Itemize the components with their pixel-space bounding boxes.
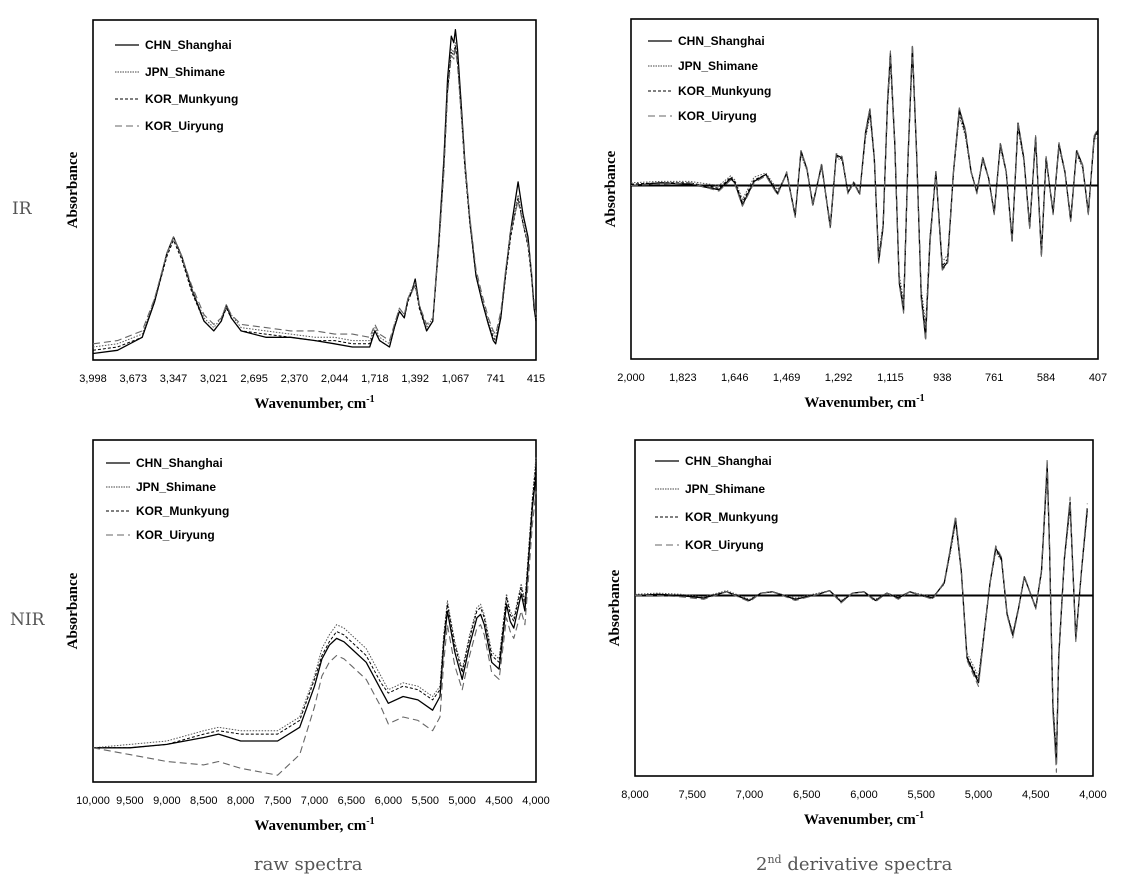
legend-label: KOR_Munkyung xyxy=(136,504,229,518)
row-label-ir: IR xyxy=(12,199,33,219)
x-tick-label: 938 xyxy=(933,372,951,384)
series-line-kor-munkyung xyxy=(93,463,537,749)
legend-label: KOR_Uiryung xyxy=(685,538,764,552)
legend-label: JPN_Shimane xyxy=(136,480,216,494)
series-line-chn-shanghai xyxy=(93,474,537,749)
x-axis-label: Wavenumber, cm-1 xyxy=(254,394,374,412)
x-tick-label: 7,500 xyxy=(678,789,706,801)
legend-label: KOR_Uiryung xyxy=(145,119,224,133)
legend-label: CHN_Shanghai xyxy=(136,456,223,470)
x-tick-label: 761 xyxy=(985,372,1003,384)
chart-ir_2nd: 2,000 1,823 1,646 1,469 1,292 1,115 938 761 584 4… xyxy=(603,18,1107,411)
x-tick-label: 6,000 xyxy=(375,795,403,807)
x-tick-label: 584 xyxy=(1037,372,1055,384)
plot-frame xyxy=(630,18,1099,360)
legend-label: CHN_Shanghai xyxy=(685,454,772,468)
x-tick-label: 2,044 xyxy=(321,373,349,385)
y-axis-label: Absorbance xyxy=(603,150,619,227)
x-tick-label: 5,000 xyxy=(965,789,993,801)
x-axis-label: Wavenumber, cm-1 xyxy=(254,816,374,834)
x-tick-label: 4,500 xyxy=(485,795,513,807)
x-tick-label: 3,998 xyxy=(79,373,107,385)
x-axis-label: Wavenumber, cm-1 xyxy=(804,393,924,411)
x-tick-label: 1,392 xyxy=(401,373,429,385)
x-tick-label: 4,000 xyxy=(1079,789,1107,801)
chart-nir_2nd: 8,000 7,500 7,000 6,500 6,000 5,500 5,000 4,500… xyxy=(607,439,1107,828)
x-tick-label: 6,000 xyxy=(850,789,878,801)
legend: CHN_Shanghai JPN_Shimane KOR_Munkyung KOR_U… xyxy=(655,454,778,552)
plot-frame xyxy=(92,439,537,783)
x-tick-label: 5,000 xyxy=(448,795,476,807)
plot-frame xyxy=(634,439,1094,777)
x-tick-label: 9,500 xyxy=(116,795,144,807)
x-tick-label: 1,292 xyxy=(825,372,853,384)
series-line-jpn-shimane xyxy=(92,42,537,348)
series-line-kor-uiryung xyxy=(92,491,537,776)
chart-nir_raw: 10,000 9,500 9,000 8,500 8,000 7,500 7,000 6,50… xyxy=(65,439,550,834)
x-tick-label: 5,500 xyxy=(411,795,439,807)
x-tick-label: 1,646 xyxy=(721,372,749,384)
x-tick-label: 7,000 xyxy=(736,789,764,801)
x-tick-label: 1,469 xyxy=(773,372,801,384)
legend-label: CHN_Shanghai xyxy=(678,34,765,48)
y-axis-label: Absorbance xyxy=(65,151,81,228)
legend-label: JPN_Shimane xyxy=(145,65,225,79)
chart-ir_raw: 3,998 3,673 3,347 3,021 2,695 2,370 2,044 1,718… xyxy=(65,19,545,412)
legend: CHN_Shanghai JPN_Shimane KOR_Munkyung KOR_U… xyxy=(115,38,238,133)
x-tick-label: 415 xyxy=(527,373,545,385)
legend: CHN_Shanghai JPN_Shimane KOR_Munkyung KOR_U… xyxy=(648,34,771,123)
series-line-kor-uiryung xyxy=(635,458,1088,773)
x-tick-label: 1,718 xyxy=(361,373,389,385)
x-tick-label: 8,000 xyxy=(621,789,649,801)
x-tick-label: 6,500 xyxy=(338,795,366,807)
x-tick-label: 3,347 xyxy=(160,373,188,385)
x-tick-label: 3,673 xyxy=(120,373,148,385)
x-tick-label: 1,115 xyxy=(877,372,904,384)
x-tick-label: 7,000 xyxy=(301,795,329,807)
series-line-kor-uiryung xyxy=(92,48,537,345)
series-line-jpn-shimane xyxy=(92,457,537,749)
x-tick-label: 5,500 xyxy=(907,789,935,801)
series-line-kor-uiryung xyxy=(630,43,1099,342)
x-tick-label: 6,500 xyxy=(793,789,821,801)
legend-label: JPN_Shimane xyxy=(678,59,758,73)
x-tick-label: 3,021 xyxy=(200,373,228,385)
x-tick-label: 4,000 xyxy=(522,795,550,807)
y-axis-label: Absorbance xyxy=(65,572,81,649)
legend-label: CHN_Shanghai xyxy=(145,38,232,52)
chart-panels: 3,998 3,673 3,347 3,021 2,695 2,370 2,044 1,718… xyxy=(65,18,1107,834)
legend-label: KOR_Munkyung xyxy=(678,84,771,98)
row-label-nir: NIR xyxy=(10,610,46,630)
legend-label: KOR_Munkyung xyxy=(145,92,238,106)
legend: CHN_Shanghai JPN_Shimane KOR_Munkyung KOR_U… xyxy=(106,456,229,542)
x-tick-label: 2,000 xyxy=(617,372,645,384)
legend-label: JPN_Shimane xyxy=(685,482,765,496)
x-axis-label: Wavenumber, cm-1 xyxy=(804,810,924,828)
caption-raw-spectra: raw spectra xyxy=(254,854,363,875)
x-tick-label: 407 xyxy=(1089,372,1107,384)
x-tick-label: 1,823 xyxy=(669,372,697,384)
y-axis-label: Absorbance xyxy=(607,569,623,646)
x-tick-label: 2,370 xyxy=(281,373,309,385)
series-line-kor-munkyung xyxy=(92,45,537,351)
x-tick-label: 741 xyxy=(487,373,505,385)
x-tick-label: 8,000 xyxy=(227,795,255,807)
x-tick-label: 7,500 xyxy=(264,795,292,807)
caption-2nd-derivative: 2nd derivative spectra xyxy=(756,853,953,875)
legend-label: KOR_Uiryung xyxy=(678,109,757,123)
x-tick-label: 10,000 xyxy=(76,795,110,807)
legend-label: KOR_Uiryung xyxy=(136,528,215,542)
legend-label: KOR_Munkyung xyxy=(685,510,778,524)
x-tick-label: 4,500 xyxy=(1022,789,1050,801)
x-tick-label: 2,695 xyxy=(240,373,268,385)
x-tick-label: 8,500 xyxy=(190,795,218,807)
x-tick-label: 1,067 xyxy=(442,373,470,385)
x-tick-label: 9,000 xyxy=(153,795,181,807)
plot-frame xyxy=(92,19,537,361)
